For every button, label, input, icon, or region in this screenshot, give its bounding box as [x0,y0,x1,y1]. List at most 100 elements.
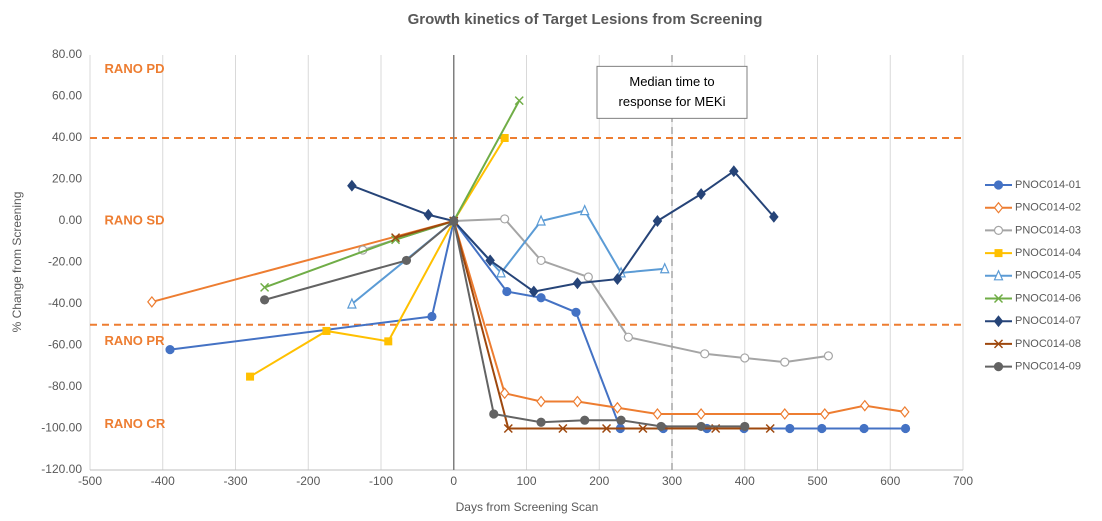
marker [900,423,911,434]
marker [423,208,434,221]
annotation: RANO PR [105,333,166,348]
marker [579,204,590,216]
marker [572,277,583,290]
x-tick-label: 700 [953,474,973,488]
marker [659,262,670,274]
marker [496,266,506,278]
x-tick-label: -500 [78,474,102,488]
marker [580,415,590,425]
y-tick-label: -60.00 [48,338,82,352]
marker [165,345,175,355]
legend-label: PNOC014-09 [1015,361,1081,373]
marker [652,408,663,420]
legend-item: PNOC014-01 [985,179,1081,191]
marker [485,254,495,267]
marker [729,165,739,178]
marker [322,326,331,335]
marker [536,214,546,226]
legend-label: PNOC014-03 [1015,224,1081,236]
y-tick-label: -100.00 [41,421,82,435]
marker [616,415,626,425]
marker [652,215,663,227]
y-tick-label: 80.00 [52,47,82,61]
marker [500,214,510,224]
legend-label: PNOC014-06 [1015,292,1081,304]
marker [994,249,1003,258]
x-tick-label: 400 [735,474,755,488]
annotation: RANO SD [105,212,165,227]
marker [900,405,910,418]
marker [401,255,412,266]
marker [558,423,568,434]
marker [769,210,779,223]
marker [347,179,357,192]
marker [780,357,790,367]
marker [147,295,157,308]
marker [993,201,1004,214]
x-axis-title: Days from Screening Scan [456,500,599,514]
legend-label: PNOC014-07 [1015,315,1081,327]
y-tick-label: 40.00 [52,130,82,144]
marker [246,372,255,381]
annotation: RANO CR [105,416,166,431]
marker [820,408,830,420]
x-tick-label: 200 [589,474,609,488]
marker [260,295,270,305]
marker [823,351,834,361]
y-tick-label: -120.00 [41,462,82,476]
legend-label: PNOC014-02 [1015,202,1081,214]
x-tick-label: 300 [662,474,682,488]
series-line [362,217,829,364]
marker [583,272,593,282]
marker [700,349,710,359]
marker [993,362,1004,372]
x-tick-label: 600 [880,474,900,488]
marker [536,293,546,303]
y-tick-label: 0.00 [59,213,83,227]
series-line [151,219,905,415]
legend-label: PNOC014-08 [1015,338,1081,350]
marker [623,332,633,342]
y-tick-label: 60.00 [52,89,82,103]
legend-item: PNOC014-08 [985,338,1081,350]
marker [503,423,513,434]
legend-item: PNOC014-06 [985,292,1081,304]
marker [993,339,1004,349]
marker [514,96,524,106]
marker [993,293,1004,304]
marker [346,297,357,309]
y-axis-title: % Change from Screening [10,192,24,333]
marker [536,417,546,427]
marker [489,409,499,419]
annotation: RANO PD [105,61,165,76]
marker [993,269,1004,281]
marker [500,134,509,142]
marker [260,282,270,292]
chart-title: Growth kinetics of Target Lesions from S… [408,11,763,28]
x-tick-label: -300 [223,474,247,488]
legend-label: PNOC014-01 [1015,179,1081,191]
marker [571,307,581,317]
x-tick-label: 0 [450,474,457,488]
marker [612,273,623,286]
legend-item: PNOC014-09 [985,361,1081,373]
marker [817,423,827,434]
marker [993,315,1004,328]
series-line [264,100,521,289]
marker [536,255,546,266]
marker [696,188,706,200]
note-text: response for MEKi [619,94,726,109]
x-tick-label: -200 [296,474,320,488]
marker [765,423,775,434]
marker [572,395,583,408]
marker [638,423,648,434]
x-tick-label: 100 [516,474,536,488]
y-tick-label: -80.00 [48,379,82,393]
marker [427,311,437,322]
marker [384,337,393,346]
legend-item: PNOC014-07 [985,315,1081,328]
y-tick-label: -40.00 [48,296,82,310]
marker [449,216,459,226]
note-box [596,65,748,119]
